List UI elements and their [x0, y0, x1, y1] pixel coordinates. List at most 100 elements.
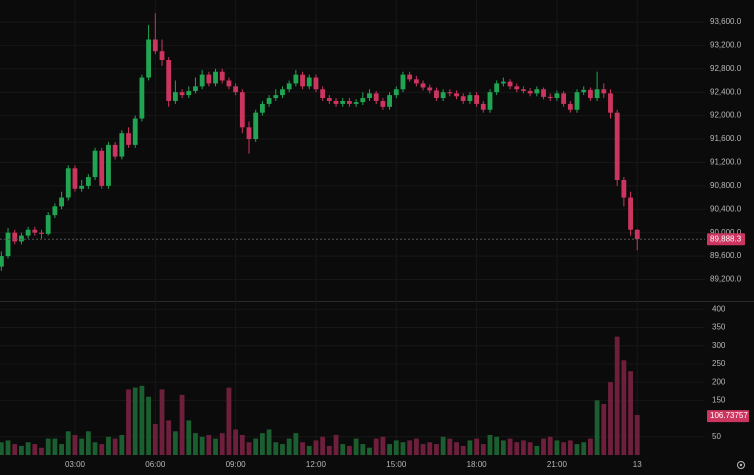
- volume-bar: [460, 445, 466, 455]
- candle-body: [581, 89, 587, 93]
- candle-body: [179, 92, 185, 96]
- volume-bar: [152, 424, 158, 455]
- candle-body: [521, 89, 526, 92]
- volume-bar: [0, 442, 4, 455]
- volume-bar: [413, 438, 419, 455]
- candle-body: [474, 95, 480, 104]
- volume-bar: [581, 442, 587, 455]
- volume-bar: [186, 420, 192, 455]
- candle-body: [547, 96, 553, 99]
- volume-tick-label: 300: [712, 341, 726, 350]
- candle-body: [226, 80, 232, 87]
- candle-body: [447, 92, 453, 94]
- volume-bar: [233, 429, 239, 455]
- volume-bar: [561, 442, 567, 455]
- candle-body: [380, 100, 386, 107]
- candle-body: [514, 86, 520, 90]
- volume-bar: [340, 444, 346, 455]
- volume-bar: [454, 442, 459, 455]
- candle-body: [554, 93, 560, 99]
- candle-body: [400, 74, 406, 90]
- volume-bar: [59, 444, 64, 455]
- volume-bar: [119, 434, 125, 455]
- volume-bar: [280, 444, 285, 455]
- volume-tick-label: 350: [712, 323, 726, 332]
- volume-bar: [634, 414, 640, 455]
- y-tick-label: 89,600.0: [710, 251, 742, 260]
- candle-body: [172, 92, 178, 101]
- settings-icon-dot[interactable]: [739, 463, 743, 467]
- candle-body: [353, 102, 359, 104]
- candle-body: [440, 92, 446, 99]
- candle-body: [106, 144, 111, 186]
- candle-body: [193, 86, 198, 92]
- candle-body: [12, 232, 18, 242]
- volume-bar: [139, 385, 145, 455]
- candle-body: [0, 256, 4, 267]
- volume-bar: [494, 436, 500, 455]
- candle-body: [594, 89, 600, 99]
- candle-body: [601, 89, 607, 94]
- volume-bar: [126, 389, 131, 455]
- candle-body: [72, 168, 78, 189]
- volume-bar: [146, 396, 152, 455]
- volume-bar: [574, 444, 580, 455]
- volume-bar: [206, 434, 212, 455]
- last-price-label: 89,888.3: [710, 234, 742, 243]
- volume-bar: [554, 440, 560, 455]
- volume-bar: [320, 436, 326, 455]
- volume-bar: [547, 436, 553, 455]
- volume-bar: [239, 434, 245, 455]
- volume-bar: [286, 438, 292, 455]
- volume-tick-label: 50: [712, 432, 721, 441]
- y-tick-label: 92,400.0: [710, 87, 742, 96]
- y-tick-label: 90,400.0: [710, 204, 742, 213]
- volume-tick-label: 250: [712, 359, 726, 368]
- volume-bar: [12, 444, 18, 455]
- volume-bar: [92, 442, 98, 455]
- settings-icon[interactable]: [737, 461, 745, 469]
- candle-body: [480, 103, 486, 110]
- candle-body: [413, 79, 419, 84]
- volume-bar: [199, 436, 205, 455]
- candle-body: [79, 185, 85, 189]
- volume-bar: [353, 438, 359, 455]
- candle-body: [132, 118, 138, 145]
- candle-body: [467, 95, 473, 101]
- candle-body: [85, 177, 91, 186]
- volume-bar: [32, 444, 38, 455]
- candle-body: [347, 100, 352, 104]
- candle-body: [393, 89, 399, 96]
- candle-body: [367, 93, 372, 99]
- volume-bar: [514, 442, 520, 455]
- candle-body: [487, 92, 493, 110]
- volume-bar: [106, 436, 111, 455]
- volume-bar: [45, 438, 51, 455]
- candle-body: [246, 127, 252, 140]
- candle-body: [320, 89, 326, 99]
- y-tick-label: 90,000.0: [710, 228, 742, 237]
- volume-bar: [608, 382, 613, 455]
- y-tick-label: 92,800.0: [710, 64, 742, 73]
- candle-body: [587, 89, 593, 99]
- candle-body: [286, 83, 292, 90]
- y-tick-label: 93,600.0: [710, 17, 742, 26]
- volume-bar: [65, 431, 71, 455]
- candle-body: [507, 81, 513, 87]
- volume-bar: [159, 389, 165, 455]
- y-tick-label: 89,200.0: [710, 275, 742, 284]
- x-tick-label: 03:00: [65, 460, 86, 469]
- y-tick-label: 92,000.0: [710, 111, 742, 120]
- candle-body: [139, 77, 145, 119]
- volume-bar: [293, 433, 299, 455]
- candle-body: [266, 98, 272, 104]
- candle-body: [59, 197, 64, 207]
- candle-body: [146, 39, 152, 78]
- candle-body: [152, 39, 158, 52]
- candle-body: [5, 232, 11, 257]
- candle-body: [541, 89, 546, 97]
- volume-bar: [259, 433, 265, 455]
- candle-body: [387, 95, 392, 107]
